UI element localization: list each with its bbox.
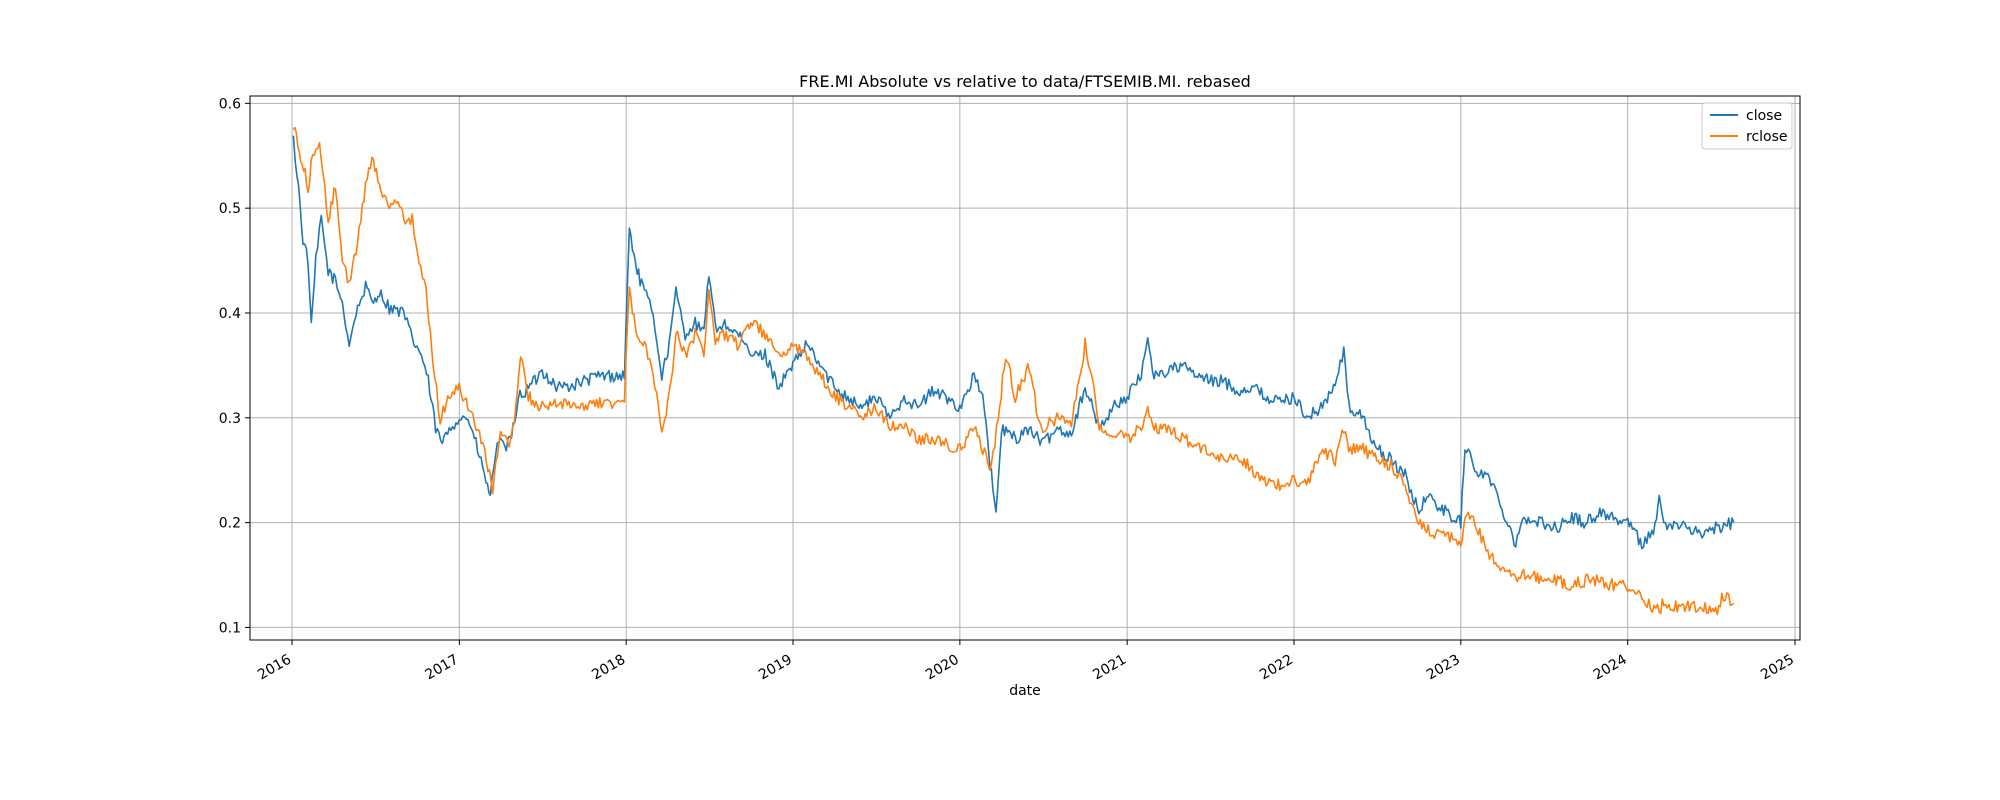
y-tick-label-0.6: 0.6 [219, 96, 241, 112]
series-line-rclose [292, 126, 1735, 616]
y-tick-label-0.2: 0.2 [219, 516, 241, 532]
y-tick-label-0.4: 0.4 [219, 306, 241, 322]
y-tick-label-0.1: 0.1 [219, 620, 241, 636]
x-tick-label-2023: 2023 [1424, 652, 1463, 684]
series-line-close [292, 135, 1735, 550]
x-tick-label-2019: 2019 [756, 652, 795, 684]
x-tick-label-2024: 2024 [1591, 652, 1630, 684]
y-tick-label-0.3: 0.3 [219, 411, 241, 427]
x-tick-label-2017: 2017 [422, 652, 461, 684]
plot-frame [249, 95, 1801, 641]
legend-label-rclose: rclose [1746, 129, 1788, 145]
x-tick-label-2016: 2016 [255, 652, 294, 684]
x-tick-label-2022: 2022 [1257, 652, 1296, 684]
x-axis-label: date [1009, 683, 1041, 699]
legend-label-close: close [1746, 108, 1782, 124]
grid [250, 96, 1800, 640]
x-tick-label-2021: 2021 [1090, 652, 1129, 684]
series-group [292, 126, 1735, 616]
y-tick-label-0.5: 0.5 [219, 201, 241, 217]
chart-title: FRE.MI Absolute vs relative to data/FTSE… [799, 72, 1251, 91]
x-tick-label-2025: 2025 [1758, 652, 1797, 684]
legend: close rclose [1701, 102, 1793, 150]
x-tick-label-2020: 2020 [923, 652, 962, 684]
x-tick-label-2018: 2018 [589, 652, 628, 684]
